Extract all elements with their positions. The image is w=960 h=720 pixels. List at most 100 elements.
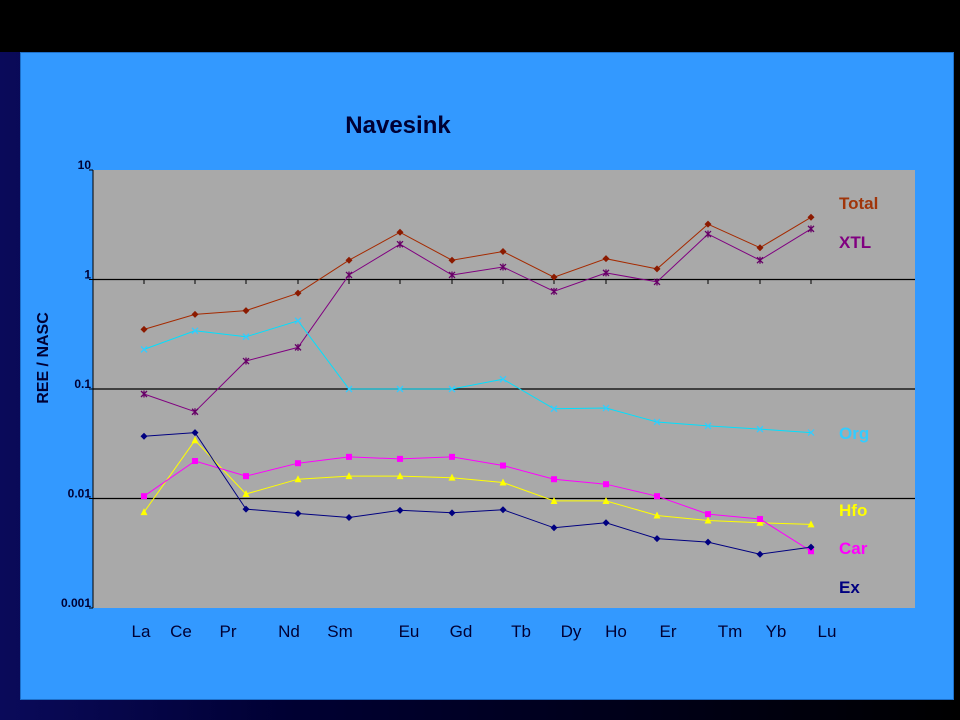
data-point <box>448 256 456 264</box>
x-tick-label: Dy <box>561 622 582 641</box>
axes <box>89 169 812 609</box>
x-tick-label: Ce <box>170 622 192 641</box>
data-point <box>140 508 148 516</box>
data-point <box>756 244 764 252</box>
data-point <box>653 265 661 273</box>
data-point <box>396 385 404 393</box>
x-tick-label: Eu <box>399 622 420 641</box>
data-point <box>242 357 250 365</box>
data-point <box>807 429 815 437</box>
data-point <box>396 228 404 236</box>
data-point <box>396 240 404 248</box>
data-point <box>704 538 712 546</box>
legend-entry-xtl: XTL <box>839 233 871 252</box>
x-tick-labels: La Ce Pr Nd Sm Eu Gd Tb Dy Ho Er Tm Yb Lu <box>132 622 837 641</box>
x-tick-label: Yb <box>766 622 787 641</box>
legend-entry-org: Org <box>839 424 869 443</box>
data-point <box>602 255 610 263</box>
data-point <box>396 472 404 480</box>
x-tick-label: Tm <box>718 622 743 641</box>
data-point <box>345 385 353 393</box>
grid <box>93 278 915 500</box>
data-point <box>191 436 199 444</box>
y-tick-labels: 10 1 0.1 0.01 0.001 <box>61 158 91 610</box>
data-point <box>807 543 815 551</box>
data-point <box>807 213 815 221</box>
x-tick-label: Nd <box>278 622 300 641</box>
data-point <box>243 473 249 480</box>
x-tick-label: Er <box>660 622 677 641</box>
data-point <box>808 548 814 555</box>
data-point <box>345 271 353 279</box>
x-tick-label: La <box>132 622 151 641</box>
data-point <box>757 515 763 522</box>
data-point <box>704 230 712 238</box>
data-point <box>807 520 815 528</box>
data-point <box>603 481 609 488</box>
data-point <box>756 425 764 433</box>
data-point <box>653 418 661 426</box>
data-point <box>499 478 507 486</box>
data-point <box>653 511 661 519</box>
data-point <box>140 432 148 440</box>
y-tick-label: 1 <box>84 268 91 282</box>
data-point <box>191 429 199 437</box>
data-point <box>499 506 507 514</box>
data-point <box>653 535 661 543</box>
data-point <box>705 511 711 518</box>
x-tick-label: Lu <box>818 622 837 641</box>
data-point <box>140 325 148 333</box>
data-point <box>448 509 456 517</box>
data-point <box>654 493 660 500</box>
data-point <box>499 375 507 383</box>
data-point <box>294 317 302 325</box>
legend-entry-total: Total <box>839 194 878 213</box>
series-line <box>143 432 812 555</box>
series-line <box>143 228 812 413</box>
data-point <box>704 516 712 524</box>
data-point <box>550 273 558 281</box>
x-tick-label: Gd <box>450 622 473 641</box>
data-point <box>141 493 147 500</box>
legend-entry-ex: Ex <box>839 578 860 597</box>
data-point <box>807 225 815 233</box>
series-line <box>143 216 812 330</box>
data-point <box>397 455 403 462</box>
data-point <box>756 256 764 264</box>
series-layer <box>140 213 815 558</box>
series-total <box>140 213 815 333</box>
data-point <box>704 220 712 228</box>
series-org <box>140 317 815 437</box>
x-tick-label: Tb <box>511 622 531 641</box>
data-point <box>294 289 302 297</box>
data-point <box>345 472 353 480</box>
y-tick-label: 0.01 <box>68 487 92 501</box>
x-tick-label: Ho <box>605 622 627 641</box>
data-point <box>448 271 456 279</box>
series-line <box>143 456 812 552</box>
data-point <box>602 269 610 277</box>
legend-entry-hfo: Hfo <box>839 501 867 520</box>
data-point <box>550 405 558 413</box>
data-point <box>294 509 302 517</box>
data-point <box>704 422 712 430</box>
legend: Total XTL Org Hfo Car Ex <box>839 194 878 597</box>
y-tick-label: 0.1 <box>74 377 91 391</box>
data-point <box>602 519 610 527</box>
data-point <box>449 453 455 460</box>
y-tick-label: 0.001 <box>61 596 91 610</box>
data-point <box>191 408 199 416</box>
series-line <box>143 320 812 434</box>
data-point <box>345 514 353 522</box>
data-point <box>294 475 302 483</box>
data-point <box>550 496 558 504</box>
data-point <box>242 333 250 341</box>
data-point <box>756 518 764 526</box>
data-point <box>550 287 558 295</box>
series-xtl <box>140 225 815 416</box>
data-point <box>345 256 353 264</box>
y-tick-label: 10 <box>78 158 92 172</box>
data-point <box>294 343 302 351</box>
data-point <box>191 327 199 335</box>
